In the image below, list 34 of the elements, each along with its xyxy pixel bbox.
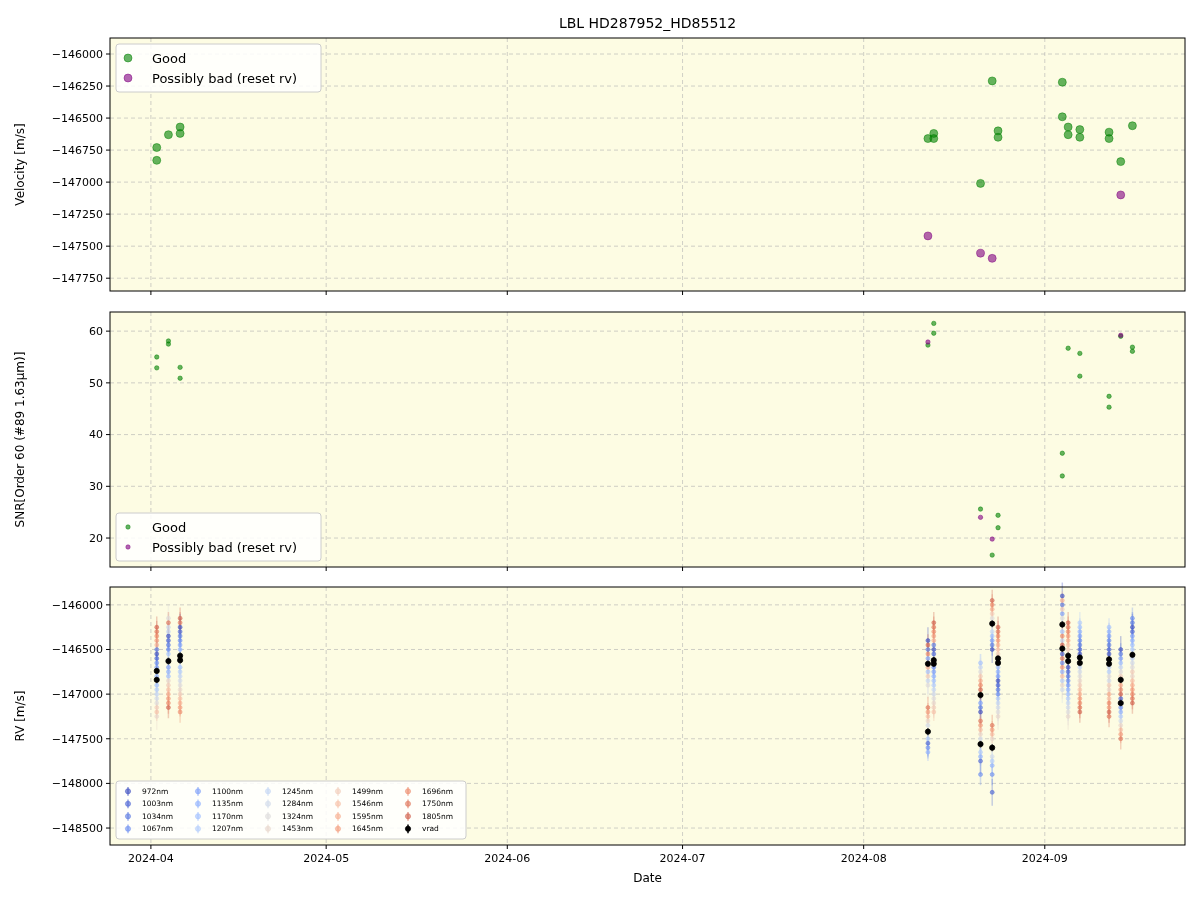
y-axis-title: RV [m/s] xyxy=(13,690,27,742)
y-tick-label: 50 xyxy=(89,376,103,390)
y-tick-label: −146500 xyxy=(51,111,103,125)
y-tick-label: −147000 xyxy=(51,175,103,189)
y-tick-label: −148000 xyxy=(51,777,103,791)
x-axis-title: Date xyxy=(633,871,662,885)
y-tick-label: −147500 xyxy=(51,732,103,746)
y-tick-label: −146000 xyxy=(51,47,103,61)
y-axis-title: Velocity [m/s] xyxy=(13,123,27,206)
y-axis-title: SNR[Order 60 (#89 1.63μm)] xyxy=(13,351,27,528)
y-tick-label: −146250 xyxy=(51,79,103,93)
y-tick-label: 40 xyxy=(89,428,103,442)
y-tick-label: −148500 xyxy=(51,821,103,835)
legend-label: Possibly bad (reset rv) xyxy=(152,70,298,86)
y-tick-label: −146500 xyxy=(51,643,103,657)
chart-title: LBL HD287952_HD85512 xyxy=(558,15,737,31)
y-tick-label: 30 xyxy=(89,480,103,494)
x-tick-label: 2024-05 xyxy=(303,852,350,865)
x-tick-label: 2024-06 xyxy=(484,852,531,865)
y-tick-label: −146750 xyxy=(51,143,103,157)
y-tick-label: 20 xyxy=(89,531,103,545)
y-tick-label: −147750 xyxy=(51,272,103,286)
x-tick-label: 2024-08 xyxy=(840,852,887,865)
y-tick-label: 60 xyxy=(89,324,103,338)
x-tick-label: 2024-09 xyxy=(1021,852,1068,865)
legend-label: Possibly bad (reset rv) xyxy=(152,539,298,555)
y-tick-label: −146000 xyxy=(51,598,103,612)
y-tick-label: −147500 xyxy=(51,240,103,254)
y-tick-label: −147000 xyxy=(51,687,103,701)
x-tick-label: 2024-07 xyxy=(659,852,706,865)
legend-label: Good xyxy=(152,50,187,66)
y-tick-label: −147250 xyxy=(51,207,103,221)
legend-label: Good xyxy=(152,519,187,535)
x-tick-label: 2024-04 xyxy=(127,852,174,865)
